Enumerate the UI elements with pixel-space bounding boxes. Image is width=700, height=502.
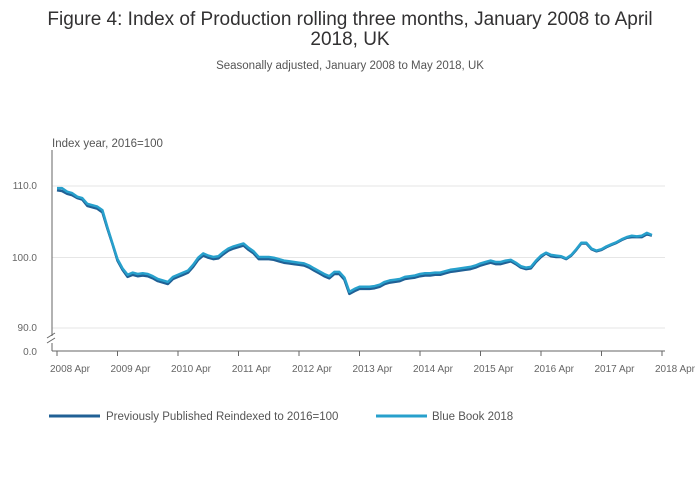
x-ticks: 2008 Apr 2009 Apr 2010 Apr 2011 Apr 2012 Apr… <box>50 351 696 375</box>
x-tick-label: 2016 Apr <box>534 364 575 375</box>
x-tick-label: 2008 Apr <box>50 364 91 375</box>
legend-label-previously-published: Previously Published Reindexed to 2016=1… <box>106 411 338 423</box>
x-tick-label: 2015 Apr <box>473 364 514 375</box>
legend: Previously Published Reindexed to 2016=1… <box>49 411 513 423</box>
x-tick-label: 2012 Apr <box>292 364 333 375</box>
y-tick-label: 90.0 <box>18 323 38 334</box>
x-tick-label: 2011 Apr <box>232 364 272 375</box>
y-axis-title: Index year, 2016=100 <box>52 138 163 150</box>
series-line-blue-book-2018 <box>57 186 653 294</box>
axis-break-marker <box>46 332 56 344</box>
x-tick-label: 2017 Apr <box>594 364 635 375</box>
y-axis <box>46 150 56 351</box>
gridlines <box>52 185 665 352</box>
x-tick-label: 2013 Apr <box>352 364 393 375</box>
y-tick-label: 0.0 <box>23 347 37 358</box>
series-lines <box>56 186 653 296</box>
x-tick-label: 2009 Apr <box>110 364 151 375</box>
y-tick-label: 110.0 <box>13 181 38 192</box>
x-tick-label: 2014 Apr <box>413 364 454 375</box>
y-tick-label: 100.0 <box>12 253 37 264</box>
series-line-previously-published <box>56 189 653 296</box>
x-tick-label: 2010 Apr <box>171 364 212 375</box>
chart-title-line1: Figure 4: Index of Production rolling th… <box>47 9 652 30</box>
legend-label-blue-book-2018: Blue Book 2018 <box>432 411 513 423</box>
x-tick-label: 2018 Apr <box>655 364 696 375</box>
chart-subtitle: Seasonally adjusted, January 2008 to May… <box>216 60 484 72</box>
chart-title-line2: 2018, UK <box>310 29 390 50</box>
y-tick-labels: 110.0 100.0 90.0 0.0 <box>12 181 37 358</box>
